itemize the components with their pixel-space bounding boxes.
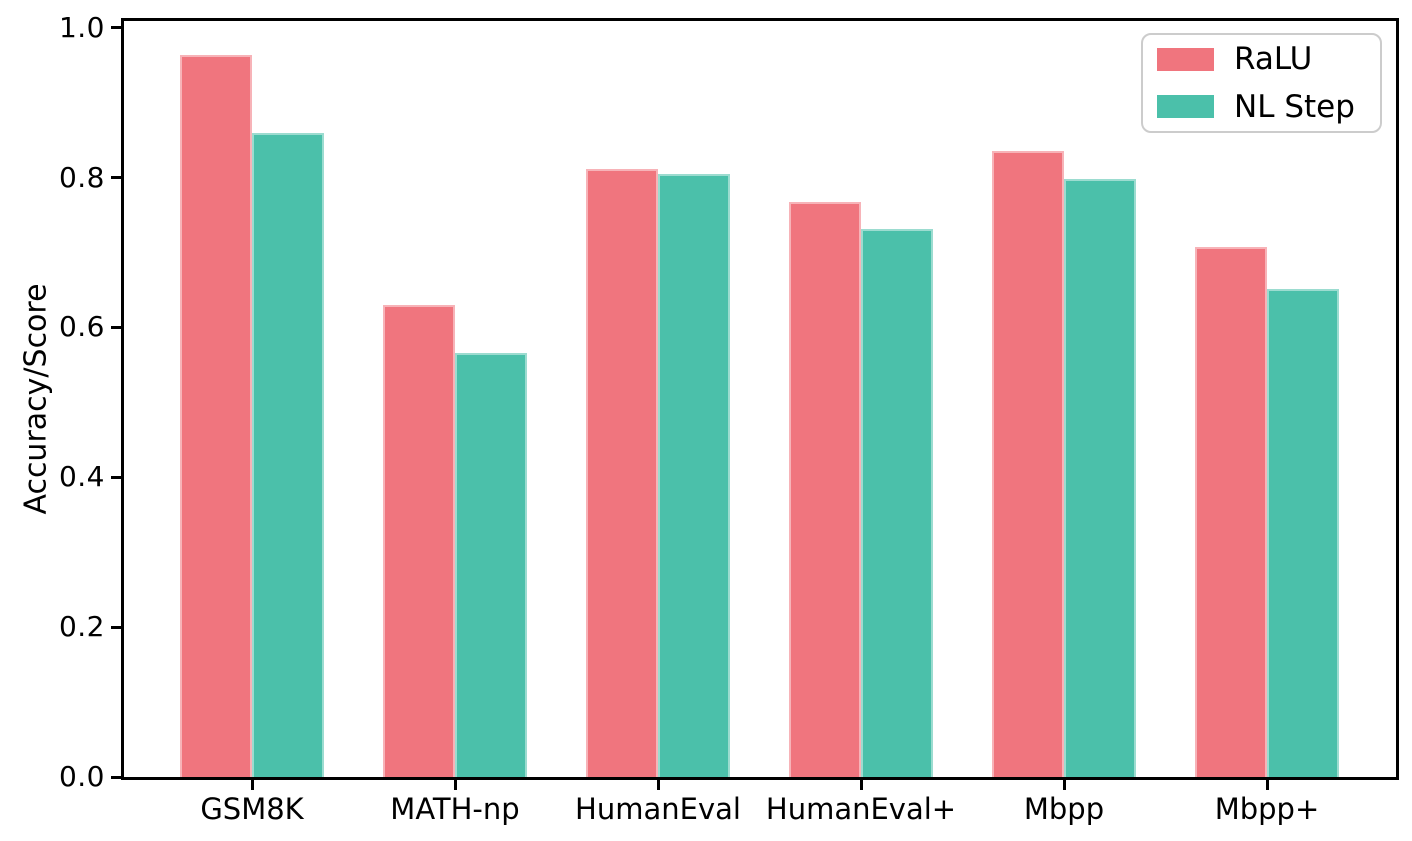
legend-label-nl-step: NL Step <box>1234 88 1355 125</box>
bar-nl-step-humaneval <box>861 228 933 777</box>
y-tick-label: 0.0 <box>58 760 105 793</box>
legend-item-ralu: RaLU <box>1157 41 1366 78</box>
x-tick-label-gsm8k: GSM8K <box>200 792 304 826</box>
y-tick-1.0 <box>111 26 121 30</box>
bar-nl-step-mbpp <box>1267 289 1339 777</box>
y-tick-0.8 <box>111 176 121 180</box>
y-tick-label: 0.6 <box>58 310 105 344</box>
bar-nl-step-math-np <box>455 352 527 777</box>
y-tick-0.4 <box>111 475 121 479</box>
x-tick-humaneval <box>656 780 660 790</box>
nl-step-color-swatch <box>1157 95 1214 119</box>
y-tick-label: 1.0 <box>58 10 105 44</box>
y-tick-0.6 <box>111 325 121 329</box>
x-tick-gsm8k <box>250 780 254 790</box>
y-tick-label: 0.4 <box>58 460 105 494</box>
legend: RaLU NL Step <box>1141 33 1382 133</box>
x-tick-humaneval <box>859 780 863 790</box>
bar-nl-step-humaneval <box>658 173 730 777</box>
x-tick-mbpp <box>1062 780 1066 790</box>
x-tick-math-np <box>453 780 457 790</box>
y-tick-0.2 <box>111 625 121 629</box>
x-tick-mbpp <box>1265 780 1269 790</box>
bar-ralu-humaneval <box>586 169 658 777</box>
y-tick-label: 0.2 <box>58 610 105 644</box>
x-tick-label-humaneval: HumanEval+ <box>765 792 957 826</box>
bar-nl-step-mbpp <box>1064 179 1136 777</box>
x-tick-label-humaneval: HumanEval <box>575 792 741 826</box>
bar-nl-step-gsm8k <box>252 132 324 777</box>
legend-label-ralu: RaLU <box>1234 41 1313 78</box>
x-tick-label-math-np: MATH-np <box>390 792 520 826</box>
y-tick-0.0 <box>111 775 121 779</box>
bar-ralu-gsm8k <box>180 54 252 777</box>
bar-ralu-mbpp <box>1195 246 1267 777</box>
plot-area <box>121 18 1399 780</box>
bar-ralu-math-np <box>383 305 455 777</box>
bar-ralu-humaneval <box>789 201 861 777</box>
legend-item-nl-step: NL Step <box>1157 88 1366 125</box>
bar-ralu-mbpp <box>992 151 1064 777</box>
ralu-color-swatch <box>1157 47 1214 71</box>
x-tick-label-mbpp: Mbpp <box>1023 792 1105 826</box>
x-tick-label-mbpp: Mbpp+ <box>1214 792 1320 826</box>
y-tick-label: 0.8 <box>58 160 105 194</box>
